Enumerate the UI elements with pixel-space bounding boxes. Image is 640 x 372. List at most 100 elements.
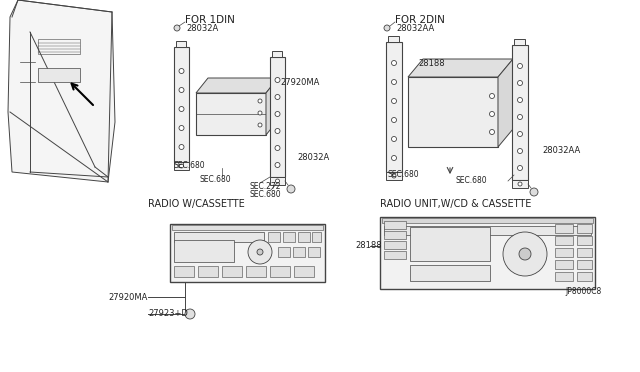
Circle shape xyxy=(518,148,522,154)
Circle shape xyxy=(392,80,397,84)
Polygon shape xyxy=(408,59,513,77)
Circle shape xyxy=(518,80,522,86)
Circle shape xyxy=(392,174,396,178)
Bar xyxy=(270,57,285,177)
Bar xyxy=(384,221,406,229)
Bar xyxy=(384,231,406,239)
Circle shape xyxy=(392,137,397,141)
Bar xyxy=(176,41,186,47)
Bar xyxy=(308,247,320,257)
Circle shape xyxy=(384,25,390,31)
Circle shape xyxy=(519,248,531,260)
Circle shape xyxy=(518,64,522,68)
Bar xyxy=(268,232,280,242)
Bar xyxy=(222,266,242,277)
Text: SEC.680: SEC.680 xyxy=(456,176,488,185)
Text: 28188: 28188 xyxy=(418,58,445,67)
Circle shape xyxy=(179,164,184,168)
Bar xyxy=(514,39,525,45)
Circle shape xyxy=(179,68,184,74)
Text: SEC.680: SEC.680 xyxy=(174,160,205,170)
Text: JP8000C8: JP8000C8 xyxy=(565,288,601,296)
Bar xyxy=(174,240,234,262)
Polygon shape xyxy=(498,59,513,147)
Circle shape xyxy=(530,188,538,196)
Circle shape xyxy=(275,94,280,99)
Bar xyxy=(577,272,592,281)
Circle shape xyxy=(518,182,522,186)
Bar xyxy=(174,47,189,162)
Bar xyxy=(272,51,282,57)
Bar xyxy=(294,266,314,277)
Bar xyxy=(298,232,310,242)
Bar xyxy=(196,93,266,135)
Circle shape xyxy=(179,125,184,131)
Text: 27923+D: 27923+D xyxy=(148,310,188,318)
Text: 28032A: 28032A xyxy=(297,153,329,161)
Bar xyxy=(410,227,490,261)
Bar xyxy=(384,226,591,235)
Bar xyxy=(38,39,80,54)
Polygon shape xyxy=(266,78,278,135)
Bar xyxy=(555,272,573,281)
Circle shape xyxy=(392,61,397,65)
Bar xyxy=(555,236,573,245)
Bar xyxy=(174,266,194,277)
Circle shape xyxy=(503,232,547,276)
Text: SEC.272: SEC.272 xyxy=(250,182,282,190)
Circle shape xyxy=(518,166,522,170)
Circle shape xyxy=(518,97,522,103)
Bar xyxy=(312,232,321,242)
Bar xyxy=(555,224,573,233)
Circle shape xyxy=(179,87,184,93)
Bar xyxy=(384,241,406,249)
Bar xyxy=(270,177,285,185)
Bar xyxy=(293,247,305,257)
Text: 27920MA: 27920MA xyxy=(108,292,147,301)
Polygon shape xyxy=(8,0,115,182)
Bar xyxy=(283,232,295,242)
Text: FOR 2DIN: FOR 2DIN xyxy=(395,15,445,25)
Bar xyxy=(577,260,592,269)
Circle shape xyxy=(392,118,397,122)
Circle shape xyxy=(174,25,180,31)
Circle shape xyxy=(275,112,280,116)
Text: RADIO W/CASSETTE: RADIO W/CASSETTE xyxy=(148,199,244,209)
Bar xyxy=(174,162,189,170)
Bar xyxy=(246,266,266,277)
Bar xyxy=(382,218,593,223)
Text: SEC.680: SEC.680 xyxy=(200,174,232,183)
Bar xyxy=(172,225,323,230)
Circle shape xyxy=(490,129,495,135)
Bar xyxy=(512,45,528,180)
Bar xyxy=(577,224,592,233)
Text: FOR 1DIN: FOR 1DIN xyxy=(185,15,235,25)
Bar xyxy=(408,77,498,147)
Polygon shape xyxy=(196,78,278,93)
Bar xyxy=(170,224,325,282)
Circle shape xyxy=(275,179,280,183)
Bar xyxy=(555,260,573,269)
Bar xyxy=(278,247,290,257)
Text: SEC.680: SEC.680 xyxy=(388,170,420,179)
Circle shape xyxy=(287,185,295,193)
Circle shape xyxy=(258,123,262,127)
Text: SEC.680: SEC.680 xyxy=(250,189,282,199)
Circle shape xyxy=(490,112,495,116)
Bar xyxy=(577,248,592,257)
Circle shape xyxy=(258,99,262,103)
Circle shape xyxy=(518,115,522,119)
Circle shape xyxy=(518,131,522,137)
Bar xyxy=(577,236,592,245)
Bar xyxy=(38,68,80,82)
Bar xyxy=(386,42,402,172)
Text: RADIO UNIT,W/CD & CASSETTE: RADIO UNIT,W/CD & CASSETTE xyxy=(380,199,531,209)
Bar xyxy=(174,232,264,242)
Circle shape xyxy=(275,145,280,151)
Circle shape xyxy=(392,155,397,160)
Text: 27920MA: 27920MA xyxy=(280,77,319,87)
Circle shape xyxy=(179,144,184,150)
Bar xyxy=(380,217,595,289)
Circle shape xyxy=(179,106,184,112)
Text: 28032AA: 28032AA xyxy=(396,23,435,32)
